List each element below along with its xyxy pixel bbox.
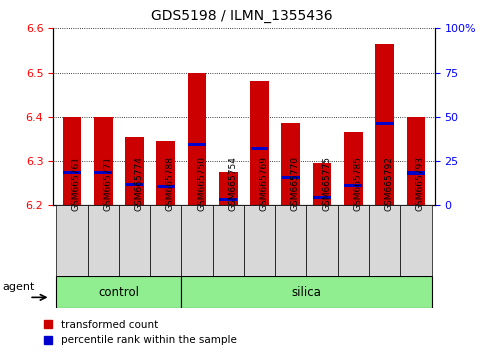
Bar [400,205,432,276]
Text: GSM665793: GSM665793 [416,156,425,211]
Text: GSM665769: GSM665769 [259,156,269,211]
Bar [376,122,394,125]
Bar [87,205,119,276]
Text: GSM665770: GSM665770 [291,156,300,211]
Bar [338,205,369,276]
Bar [282,176,300,179]
Text: GSM665792: GSM665792 [384,156,394,211]
Text: GSM665754: GSM665754 [228,156,237,211]
Legend: transformed count, percentile rank within the sample: transformed count, percentile rank withi… [44,320,236,345]
Bar [125,137,144,205]
Text: GSM665750: GSM665750 [197,156,206,211]
Bar [251,147,269,150]
Text: GSM665774: GSM665774 [134,156,143,211]
Bar [63,171,81,174]
Bar [56,205,87,276]
Bar [275,205,307,276]
Bar [94,117,113,205]
Bar [150,205,181,276]
Bar [56,276,181,308]
Bar [250,81,269,205]
Bar [187,73,206,205]
Text: control: control [99,286,139,298]
Bar [407,117,426,205]
Bar [94,171,112,174]
Bar [219,198,237,201]
Bar [407,171,425,175]
Bar [156,141,175,205]
Bar [244,205,275,276]
Bar [62,117,81,205]
Bar [344,184,362,187]
Text: agent: agent [2,282,35,292]
Bar [188,143,206,146]
Bar [219,172,238,205]
Text: GDS5198 / ILMN_1355436: GDS5198 / ILMN_1355436 [151,9,332,23]
Text: GSM665771: GSM665771 [103,156,112,211]
Text: GSM665761: GSM665761 [72,156,81,211]
Bar [119,205,150,276]
Bar [344,132,363,205]
Bar [213,205,244,276]
Bar [307,205,338,276]
Bar [282,124,300,205]
Bar [157,185,175,188]
Bar [375,44,394,205]
Bar [181,276,432,308]
Bar [126,183,143,185]
Text: GSM665785: GSM665785 [354,156,362,211]
Text: GSM665775: GSM665775 [322,156,331,211]
Text: GSM665788: GSM665788 [166,156,175,211]
Bar [181,205,213,276]
Bar [313,196,331,199]
Text: silica: silica [292,286,321,298]
Bar [369,205,400,276]
Bar [313,163,331,205]
